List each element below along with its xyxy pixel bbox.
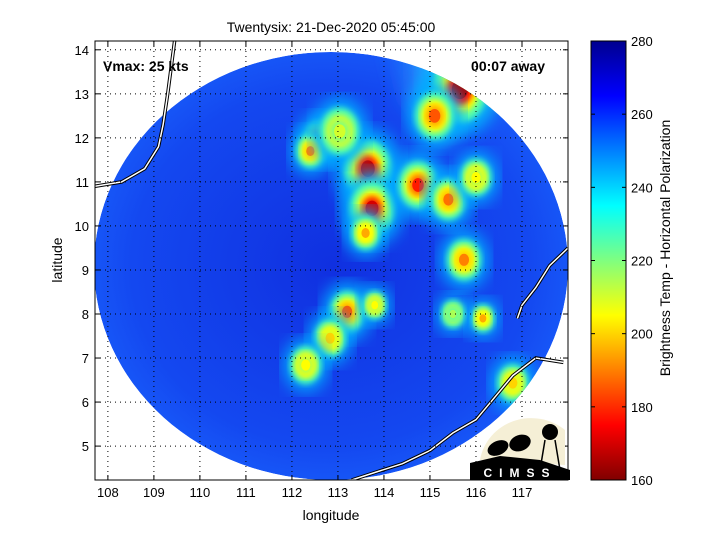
colorbar-label: Brightness Temp - Horizontal Polarizatio… bbox=[657, 120, 673, 377]
y-axis-label: latitude bbox=[49, 237, 65, 282]
scan-disc bbox=[95, 52, 568, 480]
colorbar-tick-label: 200 bbox=[631, 327, 653, 342]
cell-layer bbox=[412, 178, 424, 192]
y-tick-label: 12 bbox=[75, 131, 89, 146]
convective-cell bbox=[358, 285, 392, 326]
y-tick-label: 14 bbox=[75, 43, 89, 58]
cimss-logo-text: CIMSS bbox=[483, 466, 556, 480]
convective-cell bbox=[345, 209, 386, 257]
cell-layer bbox=[342, 305, 353, 318]
cell-layer bbox=[306, 146, 315, 157]
colorbar-tick-label: 160 bbox=[631, 473, 653, 488]
vmax-annotation: Vmax: 25 kts bbox=[103, 58, 189, 74]
cell-layer bbox=[471, 171, 481, 184]
x-tick-label: 116 bbox=[466, 485, 487, 500]
coastline bbox=[95, 41, 176, 188]
cell-layer bbox=[371, 301, 379, 310]
cell-layer bbox=[361, 228, 370, 238]
chart-title: Twentysix: 21-Dec-2020 05:45:00 bbox=[227, 19, 436, 35]
x-tick-label: 114 bbox=[374, 485, 395, 500]
x-tick-label: 117 bbox=[512, 485, 533, 500]
convective-cell bbox=[283, 338, 328, 392]
cell-layer bbox=[334, 124, 346, 139]
y-tick-label: 5 bbox=[82, 439, 89, 454]
x-axis-label: longitude bbox=[303, 507, 360, 523]
colorbar-tick-label: 240 bbox=[631, 180, 653, 195]
axes-frame bbox=[94, 40, 569, 481]
x-tick-label: 115 bbox=[420, 485, 441, 500]
y-tick-label: 11 bbox=[76, 175, 90, 190]
cell-layer bbox=[458, 253, 470, 266]
x-tick-label: 110 bbox=[190, 485, 211, 500]
cell-layer bbox=[443, 193, 454, 206]
convective-cell bbox=[312, 98, 368, 165]
y-tick-label: 6 bbox=[82, 395, 89, 410]
y-tick-label: 8 bbox=[82, 307, 89, 322]
y-tick-label: 7 bbox=[82, 351, 89, 366]
y-tick-label: 10 bbox=[75, 219, 89, 234]
cell-layer bbox=[325, 332, 335, 344]
coastline bbox=[516, 247, 568, 319]
x-tick-label: 113 bbox=[328, 485, 349, 500]
cimss-logo: CIMSS bbox=[470, 418, 570, 480]
convective-cell bbox=[439, 230, 489, 289]
colorbar-tick-label: 280 bbox=[631, 34, 653, 49]
colorbar bbox=[590, 40, 627, 481]
convective-cell bbox=[453, 151, 499, 204]
x-tick-label: 111 bbox=[236, 485, 256, 500]
x-tick-label: 109 bbox=[143, 485, 165, 500]
cell-layer bbox=[479, 314, 487, 323]
colorbar-tick-label: 180 bbox=[631, 400, 653, 415]
cell-layer bbox=[449, 309, 457, 319]
cell-layer bbox=[301, 359, 311, 371]
cell-layer bbox=[428, 108, 441, 123]
y-tick-label: 9 bbox=[82, 263, 89, 278]
time-away-annotation: 00:07 away bbox=[471, 58, 545, 74]
y-tick-label: 13 bbox=[75, 87, 89, 102]
x-tick-label: 108 bbox=[97, 485, 119, 500]
convective-cell bbox=[436, 294, 470, 334]
colorbar-tick-label: 260 bbox=[631, 107, 653, 122]
colorbar-tick-label: 220 bbox=[631, 254, 653, 269]
convective-cell bbox=[466, 298, 500, 339]
coastline bbox=[351, 357, 564, 480]
convective-cell bbox=[406, 82, 463, 149]
x-tick-label: 112 bbox=[282, 485, 303, 500]
